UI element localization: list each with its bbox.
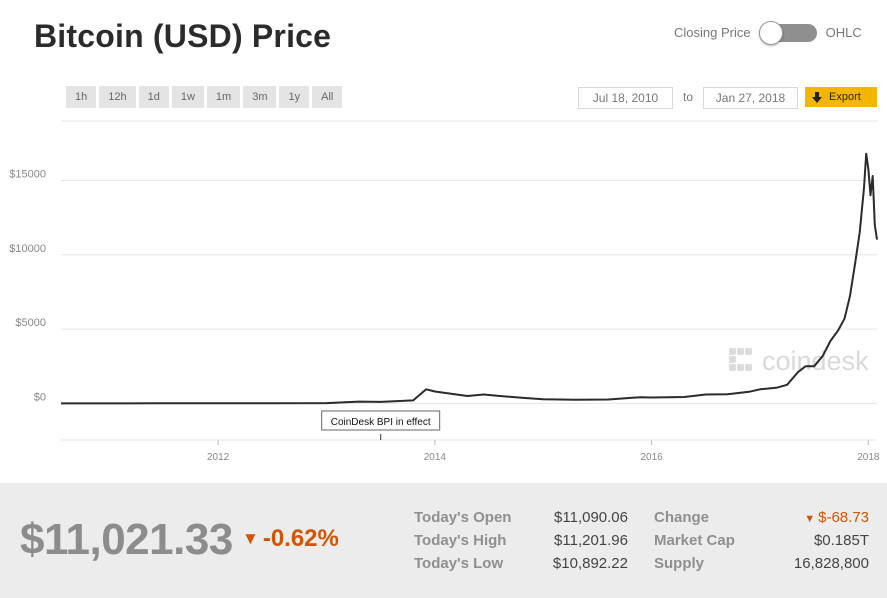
x-tick-label: 2014 [424, 452, 447, 463]
closing-price-label: Closing Price [674, 25, 751, 40]
range-button-all[interactable]: All [312, 86, 343, 108]
end-date-input[interactable]: Jan 27, 2018 [703, 87, 798, 109]
toggle-knob [758, 21, 783, 45]
svg-text:coindesk: coindesk [762, 346, 869, 376]
stat-value-supply: 16,828,800 [793, 555, 869, 572]
stat-label-open: Today's Open [414, 509, 512, 526]
y-tick-label: $15000 [9, 168, 46, 180]
price-chart: $0 $5000 $10000 $15000 2012 2014 2016 2018 coi… [9, 120, 880, 463]
stat-label-low: Today's Low [414, 555, 504, 572]
coindesk-watermark: coindesk [729, 346, 869, 376]
stat-value-low: $10,892.22 [552, 555, 628, 572]
bpi-annotation: CoinDesk BPI in effect [321, 410, 441, 440]
down-triangle-icon: ▼ [804, 513, 816, 525]
range-button-1d[interactable]: 1d [138, 86, 169, 108]
download-arrow-icon [805, 91, 829, 103]
range-button-12h[interactable]: 12h [99, 86, 136, 108]
y-axis-ticks: $0 $5000 $10000 $15000 [9, 168, 46, 403]
ohlc-label: OHLC [825, 25, 862, 40]
stat-value-market-cap: $0.185T [813, 532, 869, 549]
stat-label-market-cap: Market Cap [654, 532, 735, 549]
y-tick-label: $0 [34, 391, 46, 403]
price-series-line [61, 152, 878, 405]
date-range-to-label: to [683, 90, 694, 104]
export-button[interactable]: Export [805, 87, 877, 107]
stat-label-high: Today's High [414, 532, 507, 549]
chart-grid [61, 179, 877, 404]
change-percent: ▼ -0.62% [242, 525, 339, 553]
x-tick-label: 2012 [207, 452, 230, 463]
range-button-1h[interactable]: 1h [66, 86, 97, 108]
time-range-buttons: 1h 12h 1d 1w 1m 3m 1y All [66, 86, 343, 108]
range-button-1w[interactable]: 1w [171, 86, 204, 108]
stat-value-change-text: $-68.73 [818, 509, 869, 526]
x-tick-label: 2016 [640, 452, 663, 463]
stat-label-supply: Supply [654, 555, 705, 572]
start-date-input[interactable]: Jul 18, 2010 [578, 87, 673, 109]
down-triangle-icon: ▼ [242, 529, 259, 548]
y-tick-label: $5000 [15, 317, 46, 329]
range-button-1y[interactable]: 1y [279, 86, 310, 108]
stats-panel: $11,021.33 ▼ -0.62% Today's Open $11,090.… [0, 483, 887, 598]
change-percent-value: -0.62% [262, 525, 339, 552]
export-label: Export [829, 91, 861, 103]
page-title: Bitcoin (USD) Price [34, 18, 332, 54]
stat-value-change: ▼ $-68.73 [804, 509, 869, 526]
x-tick-label: 2018 [857, 452, 880, 463]
price-type-toggle[interactable] [758, 21, 817, 45]
stat-label-change: Change [654, 509, 710, 526]
range-button-3m[interactable]: 3m [243, 86, 277, 108]
current-price: $11,021.33 [20, 515, 233, 564]
range-button-1m[interactable]: 1m [206, 86, 241, 108]
annotation-box [321, 410, 441, 431]
annotation-label: CoinDesk BPI in effect [331, 417, 431, 428]
stat-value-high: $11,201.96 [554, 532, 628, 549]
y-tick-label: $10000 [9, 243, 46, 255]
x-axis-ticks: 2012 2014 2016 2018 [61, 439, 880, 463]
stat-value-open: $11,090.06 [554, 509, 628, 526]
price-type-toggle-group: Closing Price OHLC [674, 21, 862, 45]
